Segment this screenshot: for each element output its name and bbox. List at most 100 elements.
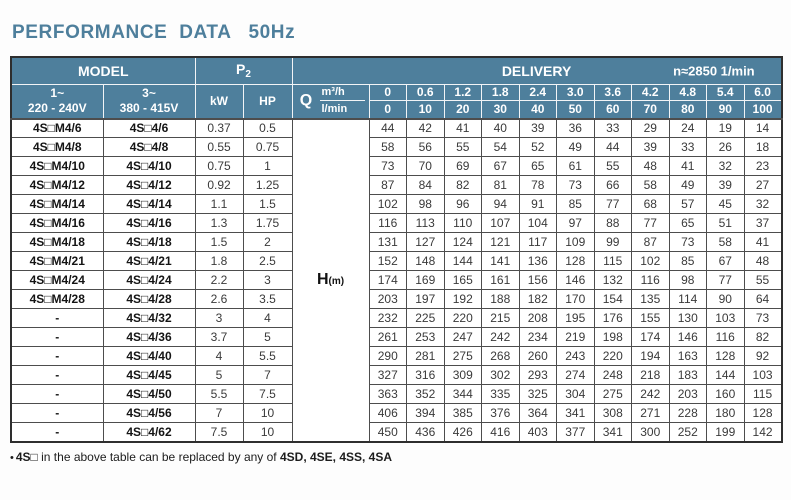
head-value-cell: 127 <box>406 232 445 252</box>
kw-value-cell: 1.1 <box>194 194 244 214</box>
head-value-cell: 275 <box>443 346 482 366</box>
head-value-cell: 51 <box>706 213 745 233</box>
head-value-cell: 341 <box>593 422 632 442</box>
head-value-cell: 327 <box>368 365 407 385</box>
head-value-cell: 183 <box>668 365 707 385</box>
head-value-cell: 234 <box>518 327 557 347</box>
head-value-cell: 252 <box>668 422 707 442</box>
model-1ph-cell: 4S□M4/8 <box>10 137 104 157</box>
model-1ph-cell: - <box>10 308 104 328</box>
table-header: MODEL P2 DELIVERY n≈2850 1/min 1~ 220 - … <box>10 56 783 119</box>
model-3ph-cell: 4S□4/10 <box>102 156 196 176</box>
head-value-cell: 113 <box>406 213 445 233</box>
table-row: -4S□4/45 5 7 327 316 309 302 293 274 248 218 183 144… <box>10 365 783 385</box>
head-value-cell: 199 <box>706 422 745 442</box>
head-value-cell: 274 <box>556 365 595 385</box>
flow-unit-m3h-label: m³/h <box>319 85 365 101</box>
head-value-cell: 146 <box>668 327 707 347</box>
flow-value-cell: 70 <box>631 100 670 119</box>
head-value-cell: 107 <box>481 213 520 233</box>
kw-value-cell: 2.6 <box>194 289 244 309</box>
head-value-cell: 302 <box>481 365 520 385</box>
table-row: 4S□M4/8 4S□4/8 0.55 0.75 58 56 55 54 52 49 44 39 33 2… <box>10 137 783 157</box>
table-row: 4S□M4/18 4S□4/18 1.5 2 131 127 124 121 117 109 99 8… <box>10 232 783 252</box>
model-1ph-cell: 4S□M4/12 <box>10 175 104 195</box>
head-value-cell: 363 <box>368 384 407 404</box>
head-value-cell: 88 <box>593 213 632 233</box>
head-value-cell: 85 <box>556 194 595 214</box>
phase1-header-cell: 1~ 220 - 240V <box>10 83 104 119</box>
head-value-cell: 68 <box>631 194 670 214</box>
model-3ph-cell: 4S□4/28 <box>102 289 196 309</box>
model-3ph-cell: 4S□4/12 <box>102 175 196 195</box>
table-row: -4S□4/36 3.7 5 261 253 247 242 234 219 198 174 146 1… <box>10 327 783 347</box>
phase3-line2: 380 - 415V <box>119 101 179 115</box>
head-value-cell: 144 <box>706 365 745 385</box>
hp-value-cell: 2 <box>242 232 293 252</box>
table-row: -4S□4/56 7 10 406 394 385 376 364 341 308 271 228 18… <box>10 403 783 423</box>
p2-header-cell: P2 <box>194 56 293 85</box>
head-value-cell: 44 <box>593 137 632 157</box>
table-row: 4S□M4/14 4S□4/14 1.1 1.5 102 98 96 94 91 85 77 68 57… <box>10 194 783 214</box>
model-1ph-cell: - <box>10 403 104 423</box>
model-3ph-cell: 4S□4/62 <box>102 422 196 442</box>
head-value-cell: 73 <box>668 232 707 252</box>
delivery-header-cell: DELIVERY n≈2850 1/min <box>291 56 783 85</box>
head-value-cell: 160 <box>706 384 745 404</box>
head-value-cell: 156 <box>518 270 557 290</box>
head-value-cell: 220 <box>443 308 482 328</box>
head-value-cell: 40 <box>481 117 520 138</box>
head-value-cell: 87 <box>368 175 407 195</box>
head-value-cell: 14 <box>743 117 783 138</box>
head-value-cell: 55 <box>443 137 482 157</box>
head-value-cell: 377 <box>556 422 595 442</box>
table-row: -4S□4/62 7.5 10 450 436 426 416 403 377 341 300 252… <box>10 422 783 442</box>
flow-value-cell: 6.0 <box>743 83 783 102</box>
head-value-cell: 116 <box>631 270 670 290</box>
head-value-cell: 78 <box>518 175 557 195</box>
head-value-cell: 32 <box>706 156 745 176</box>
head-value-cell: 436 <box>406 422 445 442</box>
table-row: 4S□M4/6 4S□4/6 0.37 0.5 H(m) 44 42 41 40 39 36 33 29… <box>10 117 783 442</box>
head-value-cell: 203 <box>368 289 407 309</box>
head-value-cell: 48 <box>631 156 670 176</box>
kw-value-cell: 5.5 <box>194 384 244 404</box>
head-value-cell: 58 <box>706 232 745 252</box>
head-value-cell: 39 <box>706 175 745 195</box>
head-value-cell: 155 <box>631 308 670 328</box>
head-value-cell: 144 <box>443 251 482 271</box>
kw-value-cell: 4 <box>194 346 244 366</box>
head-value-cell: 131 <box>368 232 407 252</box>
head-value-cell: 450 <box>368 422 407 442</box>
head-value-cell: 27 <box>743 175 783 195</box>
flow-value-cell: 0 <box>368 83 407 102</box>
head-value-cell: 64 <box>743 289 783 309</box>
head-value-cell: 65 <box>668 213 707 233</box>
head-value-cell: 98 <box>668 270 707 290</box>
head-value-cell: 215 <box>481 308 520 328</box>
head-value-cell: 163 <box>668 346 707 366</box>
phase3-header-cell: 3~ 380 - 415V <box>102 83 196 119</box>
head-value-cell: 41 <box>443 117 482 138</box>
flow-value-cell: 100 <box>743 100 783 119</box>
performance-table: MODEL P2 DELIVERY n≈2850 1/min 1~ 220 - … <box>10 56 783 443</box>
header-row-flow-m3h: 1~ 220 - 240V 3~ 380 - 415V kW HP Q m³/h… <box>10 83 783 119</box>
head-value-cell: 309 <box>443 365 482 385</box>
head-value-cell: 41 <box>668 156 707 176</box>
flow-value-cell: 2.4 <box>518 83 557 102</box>
head-value-cell: 87 <box>631 232 670 252</box>
head-value-cell: 247 <box>443 327 482 347</box>
model-1ph-cell: 4S□M4/21 <box>10 251 104 271</box>
head-value-cell: 394 <box>406 403 445 423</box>
head-value-cell: 242 <box>481 327 520 347</box>
head-value-cell: 67 <box>481 156 520 176</box>
flow-value-cell: 40 <box>518 100 557 119</box>
head-value-cell: 316 <box>406 365 445 385</box>
hp-value-cell: 5 <box>242 327 293 347</box>
hp-value-cell: 10 <box>242 422 293 442</box>
model-1ph-cell: - <box>10 346 104 366</box>
flow-q-header-cell: Q m³/h l/min <box>291 83 370 119</box>
head-value-cell: 82 <box>743 327 783 347</box>
head-value-cell: 152 <box>368 251 407 271</box>
head-value-cell: 174 <box>368 270 407 290</box>
